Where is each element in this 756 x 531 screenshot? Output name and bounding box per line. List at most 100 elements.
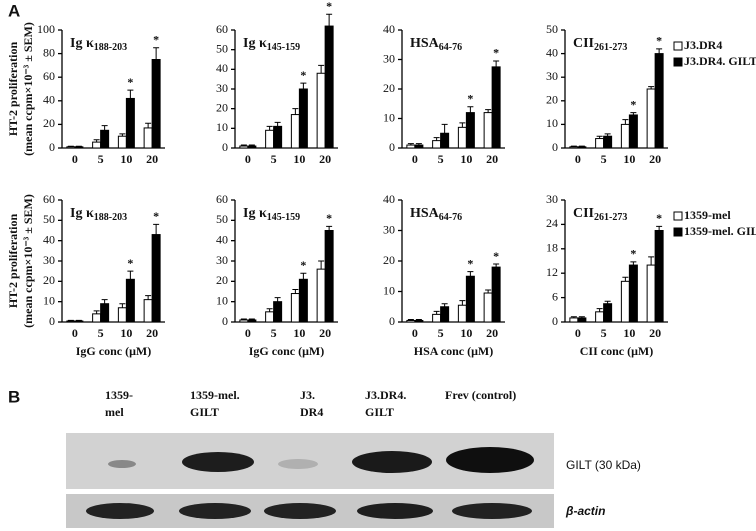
bar bbox=[457, 304, 467, 323]
error-bar bbox=[93, 310, 100, 314]
lane-label: GILT bbox=[365, 405, 394, 419]
title-subscript: 64-76 bbox=[439, 42, 462, 53]
bar bbox=[628, 114, 638, 149]
error-bar bbox=[493, 263, 500, 268]
error-bar bbox=[415, 143, 422, 146]
y-tick-label: 0 bbox=[552, 314, 558, 328]
error-bar bbox=[467, 271, 474, 277]
x-tick-label: 20 bbox=[319, 326, 331, 340]
legend-label: 1359-mel bbox=[684, 208, 731, 222]
significance: * bbox=[656, 34, 662, 48]
error-bar bbox=[240, 318, 247, 320]
bar bbox=[143, 127, 153, 149]
error-bar bbox=[578, 145, 585, 147]
x-tick-label: 5 bbox=[271, 326, 277, 340]
x-tick-label: 0 bbox=[245, 326, 251, 340]
band-label: GILT (30 kDa) bbox=[566, 458, 641, 472]
error-bar bbox=[274, 297, 281, 302]
x-tick-label: 5 bbox=[98, 152, 104, 166]
error-bar bbox=[656, 225, 663, 231]
x-tick-label: 20 bbox=[319, 152, 331, 166]
bar bbox=[125, 97, 135, 149]
error-bar bbox=[248, 144, 255, 147]
bar bbox=[620, 123, 630, 149]
error-bar bbox=[578, 316, 585, 318]
significance: * bbox=[300, 258, 306, 272]
band bbox=[278, 459, 318, 469]
bar bbox=[100, 129, 110, 149]
error-bar bbox=[433, 310, 440, 315]
error-bar bbox=[485, 289, 492, 294]
title-subscript: 188-203 bbox=[94, 42, 127, 53]
y-tick-label: 10 bbox=[546, 116, 558, 130]
x-tick-label: 20 bbox=[146, 326, 158, 340]
title-subscript: 188-203 bbox=[94, 212, 127, 223]
chart: 0 10 20 30 40 50 CII261-273 0 5 10 * 20 * J3.DR4 J3.DR… bbox=[546, 22, 756, 166]
error-bar bbox=[127, 270, 134, 280]
band bbox=[179, 503, 251, 519]
error-bar bbox=[300, 82, 307, 89]
bar bbox=[316, 72, 326, 149]
error-bar bbox=[127, 89, 134, 99]
error-bar bbox=[441, 123, 448, 134]
bar bbox=[440, 132, 450, 149]
error-bar bbox=[433, 137, 440, 141]
title-subscript: 261-273 bbox=[594, 212, 627, 223]
lane-label: DR4 bbox=[300, 405, 323, 419]
bar bbox=[432, 140, 442, 149]
error-bar bbox=[459, 300, 466, 306]
error-bar bbox=[485, 109, 492, 113]
bar bbox=[577, 146, 587, 149]
bar bbox=[432, 313, 442, 323]
x-tick-label: 10 bbox=[293, 152, 305, 166]
error-bar bbox=[75, 145, 82, 147]
lane-label: J3.DR4. bbox=[365, 388, 406, 402]
y-tick-label: 30 bbox=[383, 51, 395, 65]
bar bbox=[406, 144, 416, 149]
error-bar bbox=[648, 86, 655, 89]
x-axis-label: IgG conc (μM) bbox=[76, 344, 151, 358]
title-subscript: 145-159 bbox=[267, 42, 300, 53]
bar bbox=[569, 317, 579, 323]
y-tick-label: 20 bbox=[383, 253, 395, 267]
error-bar bbox=[318, 260, 325, 270]
error-bar bbox=[274, 121, 281, 127]
bar bbox=[595, 138, 605, 149]
chart: 0 10 20 30 40 50 60 Ig κ145-159 IgG conc (μM) 0 5 1… bbox=[216, 192, 338, 358]
chart-title: Ig κ188-203 bbox=[70, 206, 127, 223]
error-bar bbox=[630, 261, 637, 266]
x-axis-label: CII conc (μM) bbox=[580, 344, 653, 358]
x-tick-label: 5 bbox=[271, 152, 277, 166]
y-tick-label: 60 bbox=[216, 22, 228, 36]
x-tick-label: 20 bbox=[649, 326, 661, 340]
lane-label: Frev (control) bbox=[445, 388, 516, 402]
bar bbox=[151, 234, 161, 323]
y-tick-label: 18 bbox=[546, 241, 558, 255]
y-tick-label: 50 bbox=[216, 212, 228, 226]
band bbox=[357, 503, 433, 519]
title-text: CII bbox=[573, 206, 594, 221]
bar bbox=[125, 278, 135, 323]
bar bbox=[414, 144, 424, 149]
error-bar bbox=[119, 133, 126, 137]
bar bbox=[491, 266, 501, 323]
y-tick-label: 60 bbox=[43, 192, 55, 206]
y-tick-label: 20 bbox=[383, 81, 395, 95]
y-tick-label: 40 bbox=[216, 61, 228, 75]
bar bbox=[603, 135, 613, 149]
error-bar bbox=[75, 319, 82, 321]
error-bar bbox=[622, 276, 629, 282]
significance: * bbox=[326, 211, 332, 225]
title-text: CII bbox=[573, 36, 594, 51]
y-tick-label: 40 bbox=[383, 192, 395, 206]
title-text: Ig κ bbox=[70, 206, 94, 221]
panel-label: B bbox=[8, 387, 20, 406]
error-bar bbox=[101, 125, 108, 131]
y-tick-label: 10 bbox=[383, 110, 395, 124]
bar bbox=[151, 59, 161, 149]
chart-title: Ig κ188-203 bbox=[70, 36, 127, 53]
error-bar bbox=[326, 13, 333, 27]
significance: * bbox=[153, 209, 159, 223]
